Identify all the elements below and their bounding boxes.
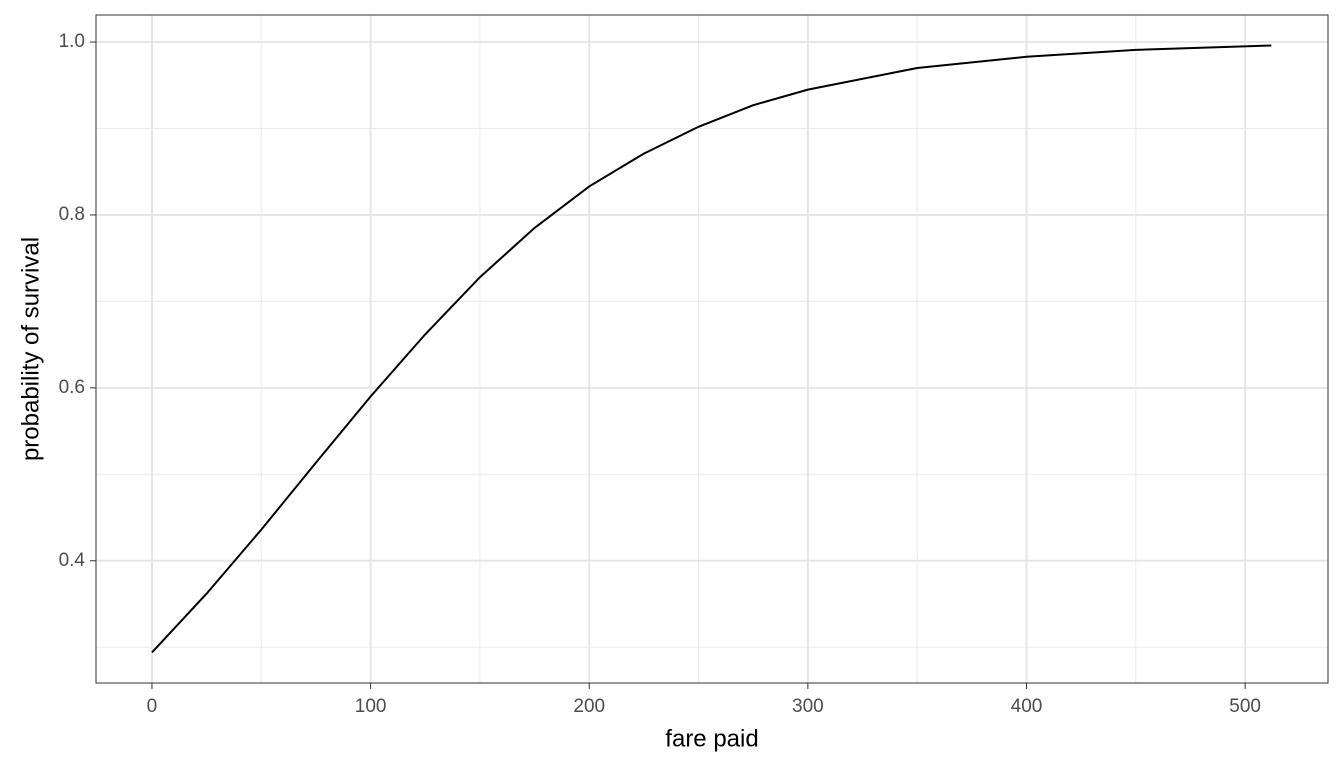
- y-tick-label: 0.8: [59, 204, 85, 225]
- y-tick-label: 0.6: [59, 377, 85, 398]
- x-tick-label: 0: [147, 696, 158, 717]
- x-tick-label: 300: [792, 696, 824, 717]
- line: [151, 44, 1272, 654]
- x-tick-label: 200: [573, 696, 605, 717]
- y-tick-label: 1.0: [59, 31, 85, 52]
- x-tick-label: 500: [1229, 696, 1261, 717]
- panel-border: [95, 14, 1329, 684]
- x-tick-label: 100: [355, 696, 387, 717]
- x-axis-title: fare paid: [665, 725, 758, 752]
- y-axis-title: probability of survival: [17, 237, 44, 461]
- x-tick-label: 400: [1011, 696, 1043, 717]
- y-tick-label: 0.4: [59, 550, 86, 571]
